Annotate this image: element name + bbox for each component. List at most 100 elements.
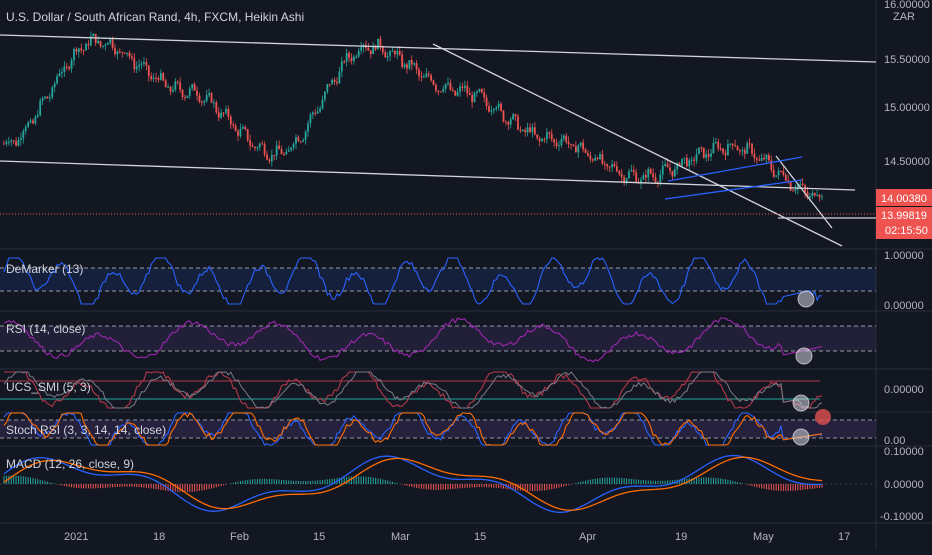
price-tick: 15.50000 [884,54,930,66]
candle-body [755,158,758,160]
candle-body [99,40,102,47]
candle-body [471,95,474,103]
candle-body [439,91,442,93]
candle-body [343,61,346,63]
candle-body [611,164,613,167]
candle-body [765,155,768,160]
candle-body [654,177,657,183]
peak-to-drop-line [775,155,833,229]
candle-body [203,100,206,103]
time-axis[interactable]: 2021 18 Feb 15 Mar 15 Apr 19 May 17 [64,531,850,543]
candle-body [157,78,160,80]
demarker-label[interactable]: DeMarker (13) [6,262,84,276]
candle-body [531,127,534,133]
candle-body [244,127,247,130]
candle-body [386,55,389,58]
candle-body [432,80,435,85]
candle-body [162,73,165,81]
candle-body [562,135,565,140]
candle-body [632,170,635,173]
candle-body [227,108,230,117]
candle-body [717,141,720,149]
candle-body [811,192,814,197]
candle-body [806,192,809,198]
candle-body [606,164,609,167]
candle-body [159,73,162,80]
candle-body [509,119,512,125]
candle-body [5,141,8,144]
candle-body [191,84,194,89]
candle-body [172,89,174,92]
candle-body [533,127,536,135]
candle-body [275,145,278,156]
candle-body [702,147,705,158]
candle-body [167,86,169,88]
candle-body [466,85,469,94]
candle-body [237,131,239,136]
candle-body [700,147,703,149]
candle-body [582,142,585,150]
candle-body [546,132,548,140]
candle-body [48,97,51,99]
candle-body [751,144,753,154]
candle-body [799,183,802,185]
candle-body [360,47,363,51]
candle-body [712,142,715,154]
candle-body [97,40,100,44]
candle-body [813,192,816,196]
candle-body [449,82,452,90]
candle-body [258,143,261,148]
candle-body [381,46,384,53]
candle-body [451,89,454,91]
rsi-line [3,317,823,363]
stoch-tick: 0.00 [884,435,905,447]
candle-body [664,164,667,166]
candle-body [130,56,133,59]
candle-body [444,83,447,90]
current-price-badge [876,189,932,206]
candle-body [152,77,155,80]
candle-body [574,145,577,153]
demarker-tick: 1.00000 [884,250,924,262]
candle-body [10,140,13,142]
candle-body [642,175,645,180]
candle-body [391,51,394,53]
candle-body [176,81,179,83]
candle-body [437,90,440,92]
candle-body [377,38,379,50]
candle-body [39,100,42,116]
candle-body [143,62,145,64]
candle-body [24,126,27,132]
candle-body [398,51,401,55]
candle-body [726,143,729,156]
time-tick: 19 [675,531,687,543]
price-tick: 15.00000 [884,102,930,114]
candle-body [413,63,416,65]
macd-tick: -0.10000 [880,511,923,523]
candle-body [495,107,498,110]
smi-line [4,371,823,409]
candle-body [196,90,198,96]
candle-body [796,184,799,190]
rsi-label[interactable]: RSI (14, close) [6,322,86,336]
smi-label[interactable]: UCS_SMI (5, 3) [6,380,91,394]
candle-body [628,171,630,179]
candle-body [816,195,819,197]
candle-body [287,150,290,152]
candle-body [724,152,727,156]
candle-body [379,38,382,47]
candle-body [263,144,266,155]
candle-body [688,160,691,167]
macd-label[interactable]: MACD (12, 26, close, 9) [6,457,135,471]
candle-body [603,163,606,165]
candle-body [102,45,104,47]
candle-body [671,170,674,177]
candle-body [567,141,570,145]
candle-body [44,96,46,99]
candle-body [789,182,792,191]
stoch-label[interactable]: Stoch RSI (3, 3, 14, 14, close) [6,423,167,437]
candle-body [685,157,688,167]
candle-body [22,131,25,139]
